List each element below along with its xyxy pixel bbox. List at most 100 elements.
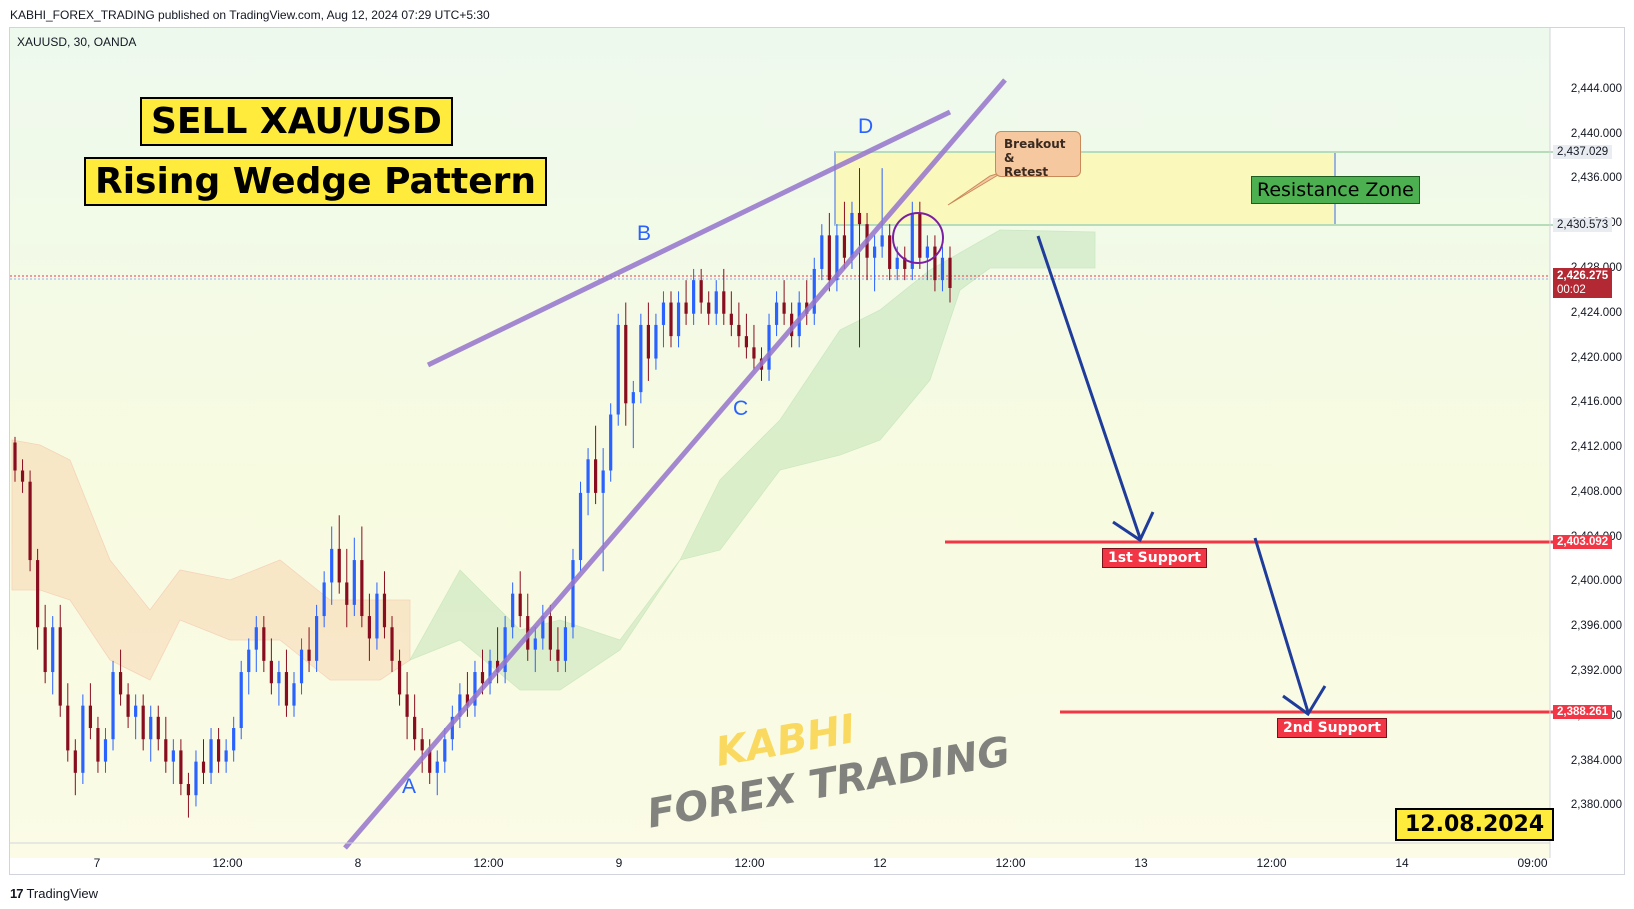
candle-body <box>880 235 884 247</box>
candle-body <box>631 392 635 404</box>
wedge-upper-line[interactable] <box>426 109 952 368</box>
time-tick: 12:00 <box>995 856 1026 870</box>
tradingview-logo-text: TradingView <box>26 886 99 901</box>
candle-body <box>857 212 862 225</box>
current-price-value: 2,426.275 <box>1557 270 1609 282</box>
candle-body <box>367 616 371 639</box>
candle-body <box>134 705 138 717</box>
candle-body <box>345 582 349 605</box>
candle-body <box>940 257 945 281</box>
candle-body <box>744 336 749 348</box>
tradingview-logo[interactable]: 17 TradingView <box>10 886 98 901</box>
candle-body <box>450 716 454 740</box>
arrow-down-1[interactable] <box>1036 235 1155 543</box>
breakout-callout[interactable]: Breakout & Retest <box>995 131 1081 179</box>
candle-body <box>609 414 613 471</box>
price-tag-support1: 2,403.092 <box>1553 535 1613 549</box>
candle-body <box>774 302 779 325</box>
candle-body <box>171 750 175 762</box>
candle-body <box>624 324 628 404</box>
candle-body <box>186 784 191 796</box>
callout-line-1: Breakout & <box>1004 137 1066 165</box>
candle-body <box>382 593 387 628</box>
candle-body <box>563 627 568 661</box>
price-tag-resistance-bottom: 2,430.573 <box>1553 218 1613 232</box>
candle-body <box>405 694 409 717</box>
candle-body <box>239 672 243 729</box>
ichimoku-cloud-green <box>409 229 1096 691</box>
bar-countdown: 00:02 <box>1557 284 1586 296</box>
price-tick: 2,384.000 <box>1570 754 1622 767</box>
arrow-down-2[interactable] <box>1253 537 1327 717</box>
price-tag-support2: 2,388.261 <box>1553 705 1613 719</box>
candle-body <box>737 324 741 337</box>
candle-body <box>337 548 341 583</box>
candle-body <box>488 660 492 684</box>
candle-body <box>126 694 130 717</box>
candle-body <box>714 291 718 314</box>
candle-body <box>315 616 319 661</box>
candle-body <box>96 728 100 762</box>
candle-body <box>164 739 168 762</box>
candle-body <box>661 302 666 325</box>
candle-body <box>322 582 326 617</box>
candlestick-series <box>13 168 952 818</box>
time-tick: 8 <box>354 856 362 870</box>
candle-body <box>948 257 952 288</box>
candle-body <box>752 347 756 359</box>
candle-body <box>179 750 183 785</box>
candle-body <box>141 705 145 740</box>
candle-body <box>443 739 447 762</box>
published-by-text: KABHI_FOREX_TRADING published on Trading… <box>10 8 490 22</box>
price-tick: 2,380.000 <box>1570 799 1622 812</box>
price-tick: 2,392.000 <box>1570 665 1622 678</box>
support1-label[interactable]: 1st Support <box>1102 548 1207 568</box>
time-tick: 12:00 <box>473 856 504 870</box>
support2-label[interactable]: 2nd Support <box>1277 718 1387 738</box>
candle-body <box>586 459 590 493</box>
candle-body <box>88 705 93 729</box>
time-tick: 12:00 <box>734 856 765 870</box>
candle-body <box>556 649 560 661</box>
candle-body <box>533 638 537 650</box>
candle-body <box>601 470 605 493</box>
candle-body <box>428 750 432 773</box>
candle-body <box>28 481 32 561</box>
point-c-label: C <box>733 397 749 420</box>
candle-body <box>895 257 899 269</box>
candle-body <box>58 627 62 706</box>
retest-circle[interactable] <box>892 212 944 264</box>
candle-body <box>103 739 108 762</box>
date-badge: 12.08.2024 <box>1395 808 1555 841</box>
price-tick: 2,420.000 <box>1570 351 1622 364</box>
price-tick: 2,400.000 <box>1570 575 1622 588</box>
candle-body <box>209 739 213 773</box>
candle-body <box>782 302 786 314</box>
candle-body <box>397 660 402 695</box>
candle-body <box>435 761 439 773</box>
candle-body <box>541 616 545 639</box>
candle-body <box>594 459 598 493</box>
candle-body <box>699 280 703 303</box>
price-tag-current: 2,426.275 00:02 <box>1553 268 1613 298</box>
time-tick: 12:00 <box>1256 856 1287 870</box>
resistance-zone-label[interactable]: Resistance Zone <box>1251 176 1420 204</box>
symbol-label: XAUUSD, 30, OANDA <box>17 35 137 49</box>
candle-body <box>616 324 620 415</box>
candle-body <box>767 324 771 370</box>
price-tick: 2,408.000 <box>1570 485 1622 498</box>
time-tick: 12:00 <box>212 856 243 870</box>
price-tick: 2,396.000 <box>1570 620 1622 633</box>
candle-body <box>299 649 304 684</box>
candle-body <box>232 728 236 751</box>
candle-body <box>465 694 470 706</box>
candle-body <box>458 694 462 717</box>
candle-body <box>473 672 477 706</box>
price-tick: 2,444.000 <box>1570 82 1622 95</box>
candle-body <box>676 302 681 337</box>
time-tick: 12 <box>873 856 887 870</box>
candle-body <box>729 313 733 325</box>
wedge-lower-line[interactable] <box>343 78 1007 850</box>
candle-body <box>247 649 251 673</box>
candle-body <box>360 560 364 617</box>
